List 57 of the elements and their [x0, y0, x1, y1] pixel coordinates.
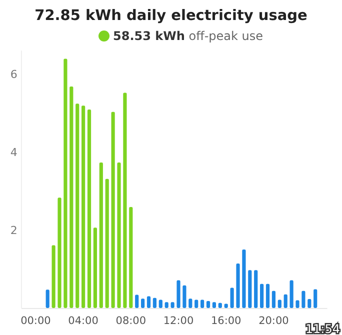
bar [164, 302, 168, 308]
bar [212, 302, 216, 308]
bar [129, 206, 133, 308]
bar [64, 58, 68, 308]
text: 11:54 [305, 322, 340, 335]
chart-title: 72.85 kWh daily electricity usage [34, 8, 308, 24]
x-tick-label: 00:00 [20, 315, 51, 327]
bar [248, 270, 252, 308]
bar [290, 280, 294, 308]
bar [182, 285, 186, 308]
bar [284, 294, 288, 308]
bar [135, 294, 139, 308]
bar [58, 198, 62, 308]
bar [52, 245, 56, 308]
bar [230, 288, 234, 308]
bar [123, 92, 127, 308]
bar [146, 296, 151, 308]
bar [152, 298, 156, 308]
y-tick-label: 6 [10, 68, 18, 81]
bar [200, 300, 204, 308]
bar [254, 270, 258, 308]
bar [158, 300, 162, 308]
bar [46, 290, 50, 308]
bar [236, 264, 240, 308]
bar [296, 300, 300, 308]
bar [87, 109, 92, 308]
bar [170, 302, 174, 308]
x-tick-label: 08:00 [116, 315, 146, 327]
bar [176, 280, 180, 308]
y-tick-label: 2 [10, 224, 18, 237]
y-tick-label: 4 [10, 146, 18, 159]
bar [188, 298, 192, 308]
bar [99, 162, 103, 308]
bar [141, 298, 145, 308]
x-tick-label: 12:00 [163, 315, 194, 327]
bar [266, 284, 270, 308]
bar [76, 104, 80, 308]
bar [308, 299, 312, 308]
x-tick-label: 20:00 [258, 315, 289, 327]
bar [242, 250, 246, 308]
bar [302, 290, 306, 308]
bar [272, 290, 276, 308]
bar [194, 300, 198, 308]
bar [314, 289, 318, 308]
x-tick-label: 04:00 [68, 315, 98, 327]
bar [70, 86, 74, 308]
bar [218, 302, 222, 308]
bar [111, 112, 115, 308]
bar [93, 228, 97, 308]
x-tick-label: 16:00 [210, 315, 242, 327]
bar [117, 162, 121, 308]
bar [105, 178, 109, 308]
bar [278, 300, 282, 308]
legend-label: 58.53 kWh off-peak use [113, 29, 264, 43]
bar [260, 284, 264, 308]
bar [206, 300, 210, 308]
bar [82, 106, 86, 308]
